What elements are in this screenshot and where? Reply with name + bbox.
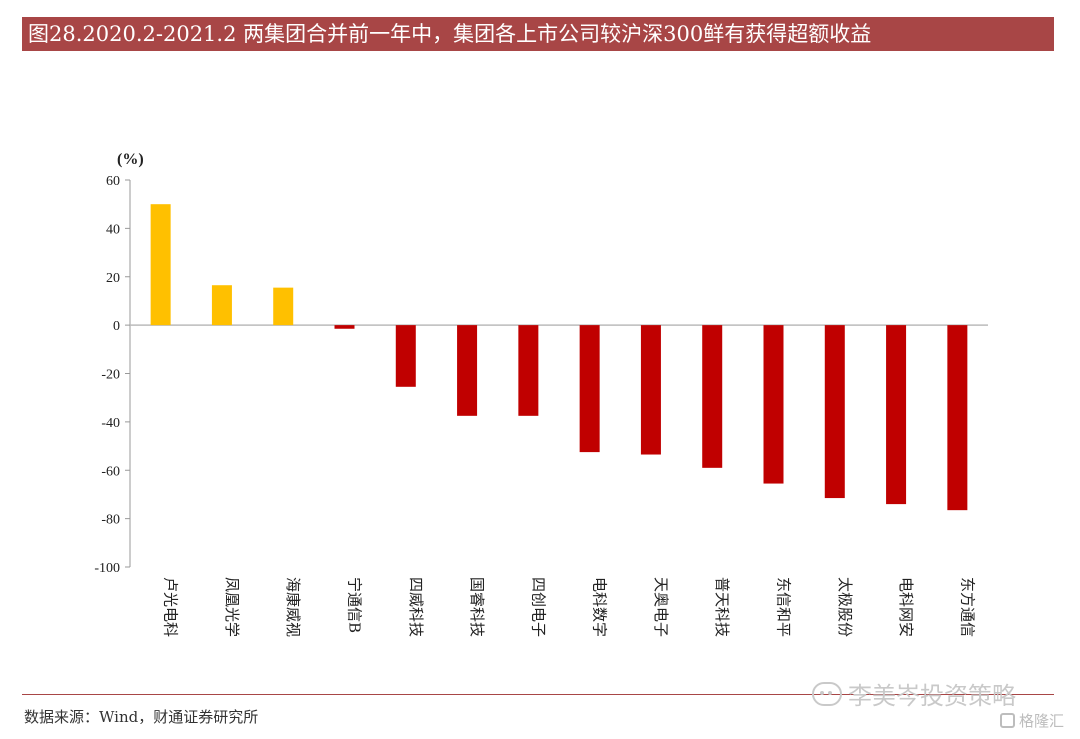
y-tick-label: 20 bbox=[106, 271, 120, 286]
y-tick-label: -20 bbox=[101, 368, 120, 383]
bars bbox=[150, 204, 968, 511]
watermark-text: 李美岑投资策略 bbox=[848, 682, 1016, 710]
category-label: 普天科技 bbox=[713, 577, 731, 637]
category-label: 东方通信 bbox=[958, 577, 976, 637]
bar bbox=[395, 325, 416, 387]
bar bbox=[334, 325, 355, 329]
logo-icon bbox=[1000, 713, 1015, 728]
wechat-icon bbox=[812, 681, 842, 706]
watermark-secondary: 格隆汇 bbox=[1000, 710, 1064, 731]
category-label: 四威科技 bbox=[407, 577, 425, 637]
bar bbox=[579, 325, 600, 453]
category-label: 海康威视 bbox=[284, 577, 302, 637]
category-label: 电科网安 bbox=[897, 577, 915, 637]
bar bbox=[640, 325, 661, 455]
y-axis: 60 40 20 0 -20 -40 -60 -80 -100 bbox=[94, 174, 988, 576]
bar bbox=[211, 285, 232, 326]
y-tick-label: -100 bbox=[94, 561, 120, 576]
bar bbox=[457, 325, 478, 416]
footer-divider bbox=[22, 694, 1054, 695]
y-tick-label: -80 bbox=[101, 513, 120, 528]
watermark: 李美岑投资策略 bbox=[812, 676, 1016, 711]
y-tick-label: -60 bbox=[101, 464, 120, 479]
category-label: 电科数字 bbox=[591, 577, 609, 637]
bar bbox=[702, 325, 723, 468]
watermark-secondary-text: 格隆汇 bbox=[1019, 712, 1065, 730]
category-label: 东信和平 bbox=[775, 577, 793, 637]
y-tick-label: -40 bbox=[101, 416, 120, 431]
category-label: 四创电子 bbox=[529, 577, 547, 637]
category-label: 太极股份 bbox=[836, 577, 854, 637]
category-label: 卢光电科 bbox=[162, 577, 180, 637]
unit-label: (%) bbox=[117, 151, 144, 168]
chart-title: 图28.2020.2-2021.2 两集团合并前一年中，集团各上市公司较沪深30… bbox=[22, 17, 1054, 51]
bar bbox=[273, 287, 294, 326]
bar bbox=[763, 325, 784, 484]
category-labels: 卢光电科 凤凰光学 海康威视 宁通信B 四威科技 国睿科技 四创电子 电科数字 天奥电子 普天科技… bbox=[162, 577, 977, 637]
bar bbox=[824, 325, 845, 499]
bar bbox=[886, 325, 907, 505]
source-note: 数据来源：Wind，财通证券研究所 bbox=[24, 708, 259, 726]
category-label: 天奥电子 bbox=[652, 577, 670, 637]
y-tick-label: 0 bbox=[113, 319, 120, 334]
bar bbox=[518, 325, 539, 416]
category-label: 国睿科技 bbox=[468, 577, 486, 637]
y-tick-label: 40 bbox=[106, 222, 120, 237]
category-label: 宁通信B bbox=[346, 577, 364, 633]
category-label: 凤凰光学 bbox=[223, 577, 241, 637]
bar bbox=[150, 204, 171, 326]
bar bbox=[947, 325, 968, 511]
y-tick-label: 60 bbox=[106, 174, 120, 189]
